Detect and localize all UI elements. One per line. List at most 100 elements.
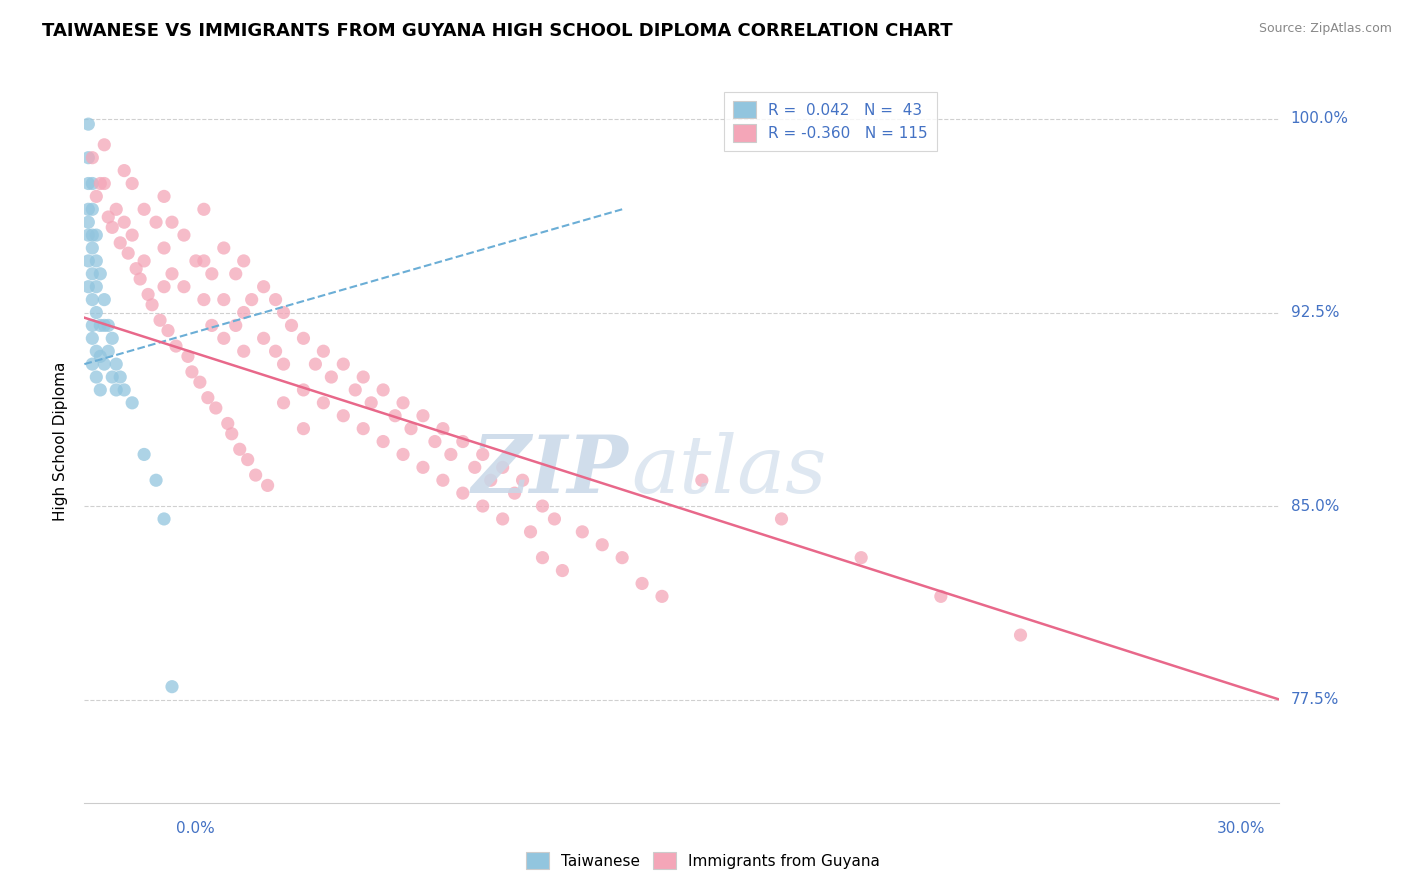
Point xyxy=(77,215,100,229)
Point xyxy=(332,409,354,423)
Point xyxy=(101,370,124,384)
Point xyxy=(141,298,163,312)
Point xyxy=(86,370,108,384)
Point xyxy=(292,422,315,436)
Legend: Taiwanese, Immigrants from Guyana: Taiwanese, Immigrants from Guyana xyxy=(520,846,886,875)
Point xyxy=(101,331,124,345)
Point xyxy=(86,253,108,268)
Point xyxy=(304,357,326,371)
Point xyxy=(121,396,143,410)
Point xyxy=(77,177,100,191)
Point xyxy=(229,442,252,457)
Point xyxy=(157,324,180,338)
Point xyxy=(153,279,176,293)
Point xyxy=(253,279,276,293)
Point xyxy=(89,383,111,397)
Point xyxy=(82,293,104,307)
Point xyxy=(77,202,100,217)
Point xyxy=(232,305,254,319)
Point xyxy=(97,344,120,359)
Point xyxy=(492,512,515,526)
Point xyxy=(217,417,239,431)
Point xyxy=(225,267,247,281)
Point xyxy=(93,293,115,307)
Point xyxy=(612,550,634,565)
Point xyxy=(82,331,104,345)
Text: 92.5%: 92.5% xyxy=(1291,305,1339,320)
Point xyxy=(89,318,111,333)
Point xyxy=(177,350,200,364)
Point xyxy=(112,383,135,397)
Point xyxy=(181,365,204,379)
Text: Source: ZipAtlas.com: Source: ZipAtlas.com xyxy=(1258,22,1392,36)
Point xyxy=(125,261,148,276)
Legend: R =  0.042   N =  43, R = -0.360   N = 115: R = 0.042 N = 43, R = -0.360 N = 115 xyxy=(724,92,938,152)
Point xyxy=(173,279,195,293)
Point xyxy=(399,422,422,436)
Point xyxy=(132,447,156,461)
Point xyxy=(121,177,143,191)
Point xyxy=(432,422,454,436)
Point xyxy=(412,460,434,475)
Text: 30.0%: 30.0% xyxy=(1218,821,1265,836)
Point xyxy=(531,550,554,565)
Point xyxy=(292,383,315,397)
Point xyxy=(492,460,515,475)
Point xyxy=(193,293,215,307)
Point xyxy=(165,339,187,353)
Point xyxy=(352,422,374,436)
Point xyxy=(543,512,565,526)
Point xyxy=(253,331,276,345)
Point xyxy=(97,210,120,224)
Point xyxy=(292,331,315,345)
Point xyxy=(86,344,108,359)
Text: ZIP: ZIP xyxy=(471,432,628,509)
Point xyxy=(188,375,211,389)
Point xyxy=(432,473,454,487)
Point xyxy=(105,383,128,397)
Point xyxy=(93,318,115,333)
Point xyxy=(82,267,104,281)
Point xyxy=(77,253,100,268)
Point xyxy=(273,396,295,410)
Point xyxy=(423,434,446,449)
Point xyxy=(631,576,654,591)
Point xyxy=(110,235,132,250)
Point xyxy=(132,202,156,217)
Point xyxy=(471,447,494,461)
Point xyxy=(82,202,104,217)
Point xyxy=(149,313,172,327)
Point xyxy=(82,318,104,333)
Point xyxy=(236,452,259,467)
Point xyxy=(105,202,128,217)
Point xyxy=(160,267,183,281)
Point xyxy=(232,344,254,359)
Point xyxy=(221,426,243,441)
Point xyxy=(551,564,574,578)
Point xyxy=(651,590,673,604)
Point xyxy=(264,293,287,307)
Text: 0.0%: 0.0% xyxy=(176,821,215,836)
Point xyxy=(129,272,152,286)
Point xyxy=(86,189,108,203)
Point xyxy=(929,590,952,604)
Point xyxy=(373,383,395,397)
Point xyxy=(110,370,132,384)
Point xyxy=(105,357,128,371)
Point xyxy=(360,396,382,410)
Point xyxy=(591,538,613,552)
Point xyxy=(373,434,395,449)
Point xyxy=(86,305,108,319)
Point xyxy=(212,293,235,307)
Point xyxy=(145,215,167,229)
Point xyxy=(392,447,415,461)
Point xyxy=(82,228,104,243)
Point xyxy=(82,151,104,165)
Text: 85.0%: 85.0% xyxy=(1291,499,1339,514)
Point xyxy=(93,137,115,152)
Point xyxy=(451,486,474,500)
Text: TAIWANESE VS IMMIGRANTS FROM GUYANA HIGH SCHOOL DIPLOMA CORRELATION CHART: TAIWANESE VS IMMIGRANTS FROM GUYANA HIGH… xyxy=(42,22,953,40)
Text: 100.0%: 100.0% xyxy=(1291,112,1348,127)
Point xyxy=(503,486,526,500)
Point xyxy=(321,370,343,384)
